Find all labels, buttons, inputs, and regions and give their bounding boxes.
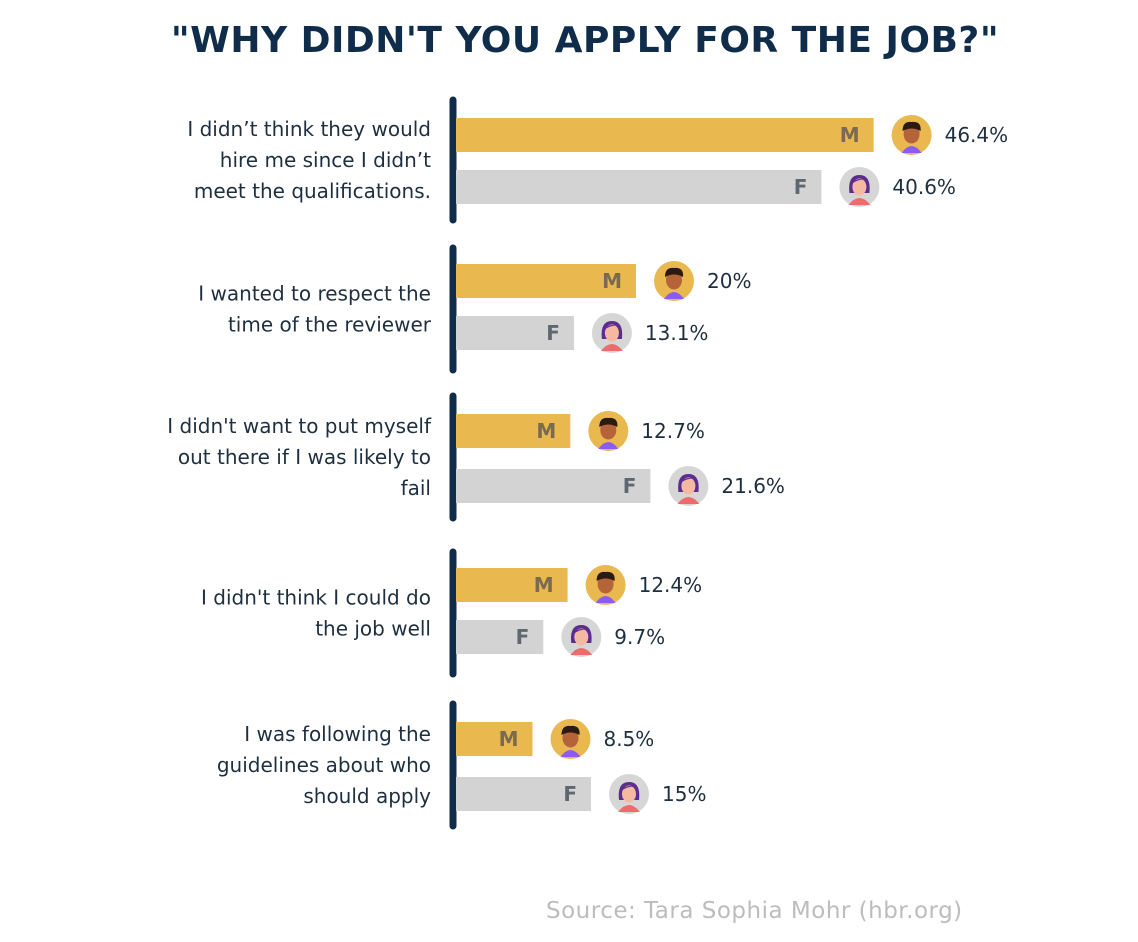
series-letter: F <box>623 474 637 498</box>
category-label: out there if I was likely to <box>178 445 431 469</box>
category-label: I didn't want to put myself <box>167 414 432 438</box>
value-label: 40.6% <box>892 175 956 199</box>
value-label: 46.4% <box>945 123 1009 147</box>
male-bar <box>456 118 874 152</box>
man-avatar-icon <box>585 565 626 605</box>
series-letter: F <box>516 625 530 649</box>
female-bar <box>456 316 574 350</box>
woman-avatar-icon <box>609 774 649 814</box>
series-letter: M <box>534 573 554 597</box>
series-letter: F <box>546 321 560 345</box>
category-label: I was following the <box>244 722 431 746</box>
man-avatar-icon <box>654 261 694 301</box>
female-bar <box>456 620 544 654</box>
category-label: the job well <box>315 617 431 641</box>
series-letter: F <box>563 782 577 806</box>
category-label: should apply <box>303 784 431 808</box>
woman-avatar-icon <box>839 167 880 207</box>
category-label: guidelines about who <box>217 753 431 777</box>
category-label: I didn’t think they would <box>187 117 431 141</box>
category-label: meet the qualifications. <box>194 179 431 203</box>
female-bar <box>456 469 651 503</box>
female-bar <box>456 777 591 811</box>
series-letter: M <box>840 123 860 147</box>
series-letter: M <box>602 269 622 293</box>
category-label: I wanted to respect the <box>198 282 431 306</box>
man-avatar-icon <box>891 115 932 155</box>
woman-avatar-icon <box>561 617 602 657</box>
category-label: fail <box>401 476 431 500</box>
series-letter: M <box>536 419 556 443</box>
value-label: 15% <box>662 782 706 806</box>
source-note: Source: Tara Sophia Mohr (hbr.org) <box>546 898 963 924</box>
male-bar <box>456 722 533 756</box>
male-bar <box>456 264 636 298</box>
value-label: 9.7% <box>614 625 665 649</box>
value-label: 8.5% <box>604 727 655 751</box>
value-label: 12.7% <box>641 419 705 443</box>
series-letter: M <box>499 727 519 751</box>
female-bar <box>456 170 822 204</box>
category-label: I didn't think I could do <box>201 586 431 610</box>
value-label: 12.4% <box>639 573 703 597</box>
woman-avatar-icon <box>668 466 709 506</box>
male-bar <box>456 414 571 448</box>
man-avatar-icon <box>550 719 591 759</box>
category-label: hire me since I didn’t <box>220 148 431 172</box>
category-label: time of the reviewer <box>228 313 432 337</box>
value-label: 20% <box>707 269 751 293</box>
series-letter: F <box>794 175 808 199</box>
value-label: 13.1% <box>645 321 709 345</box>
male-bar <box>456 568 568 602</box>
man-avatar-icon <box>588 411 629 451</box>
value-label: 21.6% <box>721 474 785 498</box>
chart-title: "WHY DIDN'T YOU APPLY FOR THE JOB?" <box>170 20 1000 61</box>
woman-avatar-icon <box>591 313 632 353</box>
